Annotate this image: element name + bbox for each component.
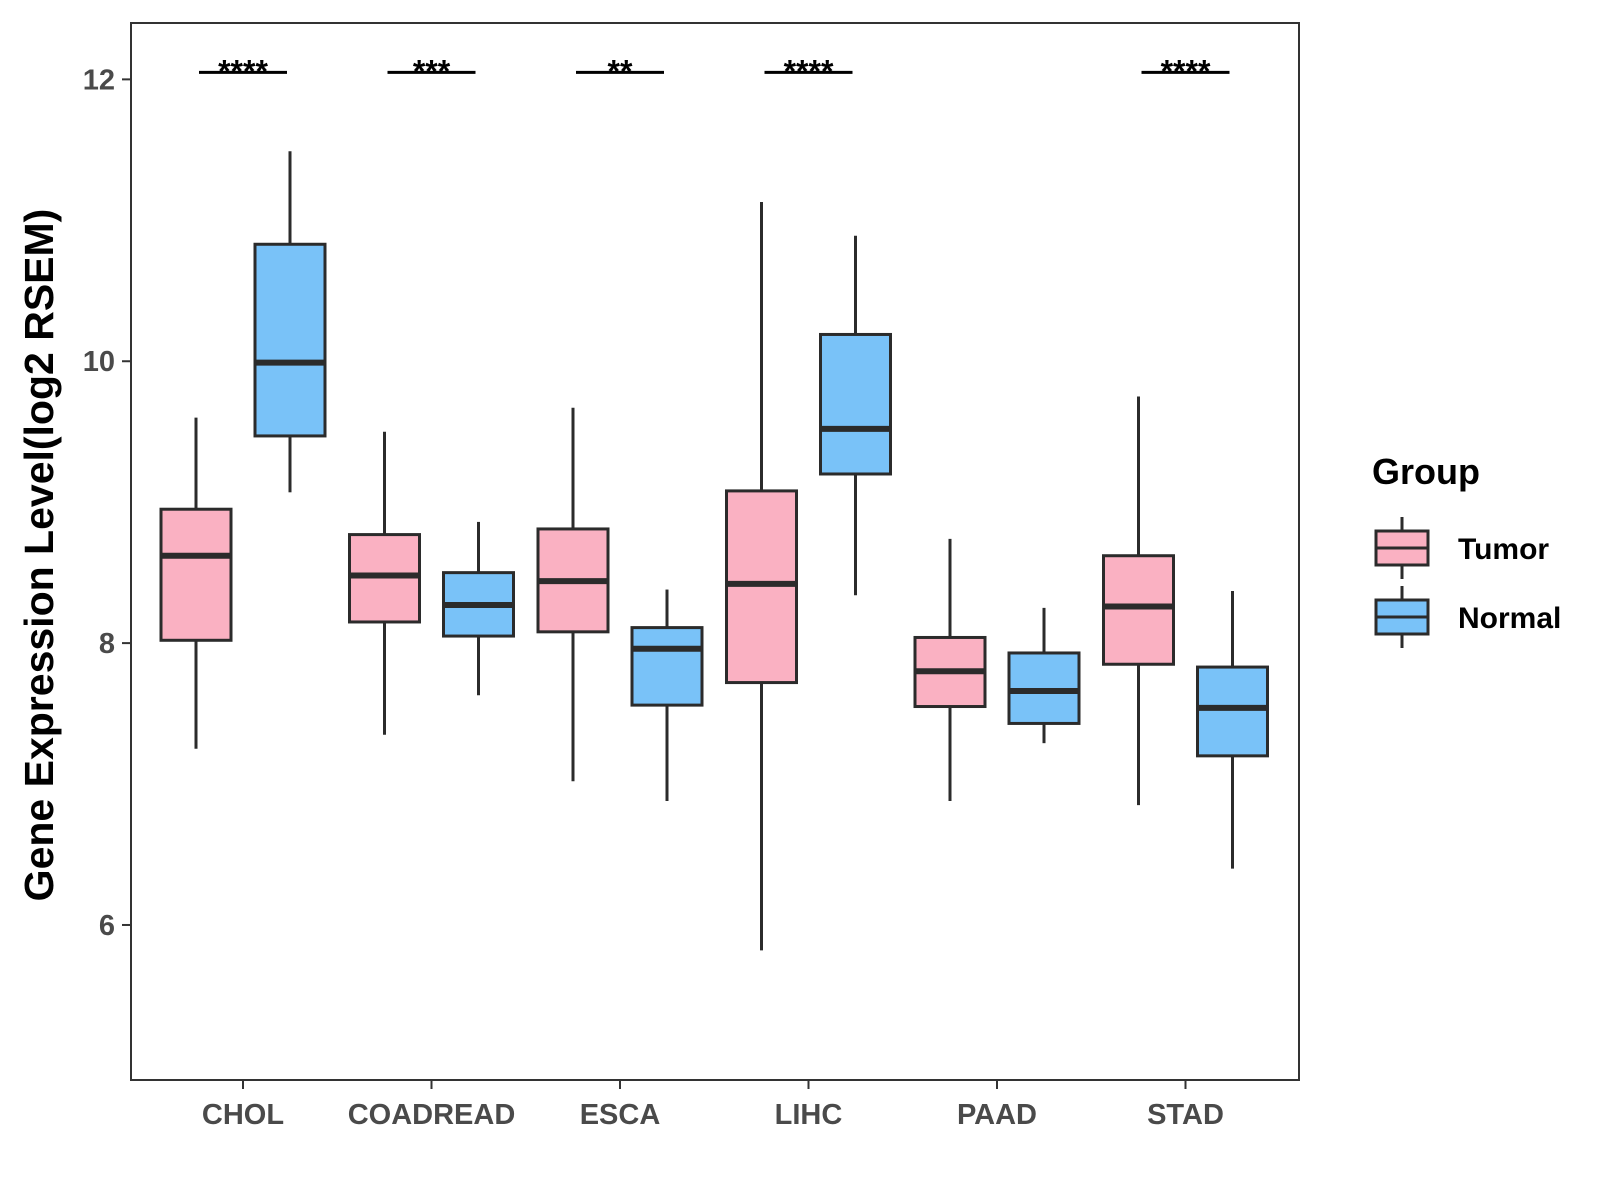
x-tick-label-lihc: LIHC xyxy=(775,1099,843,1131)
legend-title: Group xyxy=(1372,451,1480,492)
significance-label-lihc: **** xyxy=(784,53,834,89)
legend: Group Tumor Normal xyxy=(1372,451,1561,648)
y-tick-label-10: 10 xyxy=(83,346,115,378)
x-tick-label-coadread: COADREAD xyxy=(348,1099,516,1131)
x-tick-label-paad: PAAD xyxy=(957,1099,1037,1131)
significance-label-esca: ** xyxy=(608,53,633,89)
x-tick-label-esca: ESCA xyxy=(580,1099,661,1131)
y-tick-label-6: 6 xyxy=(99,910,115,942)
panel-border xyxy=(130,22,1300,1081)
y-tick-label-8: 8 xyxy=(99,628,115,660)
significance-label-stad: **** xyxy=(1161,53,1211,89)
y-tick-label-12: 12 xyxy=(83,64,115,96)
box-tumor-stad xyxy=(1102,554,1175,666)
significance-label-coadread: *** xyxy=(413,53,451,89)
box-normal-chol xyxy=(253,242,327,438)
x-tick-label-stad: STAD xyxy=(1147,1099,1224,1131)
significance-label-chol: **** xyxy=(218,53,268,89)
box-normal-stad xyxy=(1196,665,1269,758)
y-axis-title: Gene Expression Level(log2 RSEM) xyxy=(16,209,62,902)
box-normal-lihc xyxy=(819,332,892,476)
box-normal-esca xyxy=(630,626,704,707)
plot-area: 6 8 10 12 CHOL **** COADREAD *** ESCA ** LIHC **** P… xyxy=(83,22,1300,1131)
x-tick-label-chol: CHOL xyxy=(202,1099,284,1131)
box-tumor-chol xyxy=(159,507,233,642)
legend-label-normal: Normal xyxy=(1458,602,1561,635)
legend-label-tumor: Tumor xyxy=(1458,533,1549,566)
